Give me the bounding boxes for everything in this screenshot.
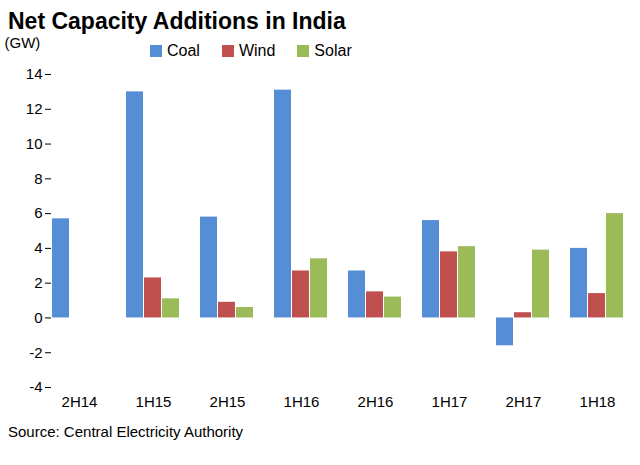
html-text:Solar: Solar [314, 42, 352, 59]
html-text:Source: Central Electricity Au: Source: Central Electricity Authority [8, 423, 244, 440]
svg-text:2: 2 [34, 274, 42, 291]
svg-text:1H17: 1H17 [432, 393, 468, 410]
html-text:Coal: Coal [167, 42, 200, 59]
svg-text:2H15: 2H15 [210, 393, 246, 410]
svg-text:-2: -2 [29, 344, 42, 361]
svg-text:1H16: 1H16 [284, 393, 320, 410]
svg-text:12: 12 [26, 100, 43, 117]
svg-text:4: 4 [34, 239, 42, 256]
svg-text:6: 6 [34, 204, 42, 221]
svg-text:2H16: 2H16 [358, 393, 394, 410]
svg-text:10: 10 [26, 135, 43, 152]
svg-text:1H18: 1H18 [580, 393, 616, 410]
svg-text:0: 0 [34, 309, 42, 326]
svg-text:2H14: 2H14 [62, 393, 98, 410]
html-text:Net Capacity Additions in Indi: Net Capacity Additions in India [8, 8, 346, 34]
svg-text:14: 14 [26, 65, 43, 82]
svg-text:(GW): (GW) [5, 34, 41, 51]
svg-text:8: 8 [34, 170, 42, 187]
svg-text:1H15: 1H15 [136, 393, 172, 410]
html-text:Wind: Wind [238, 42, 276, 59]
svg-text:2H17: 2H17 [506, 393, 542, 410]
svg-text:-4: -4 [29, 378, 42, 395]
